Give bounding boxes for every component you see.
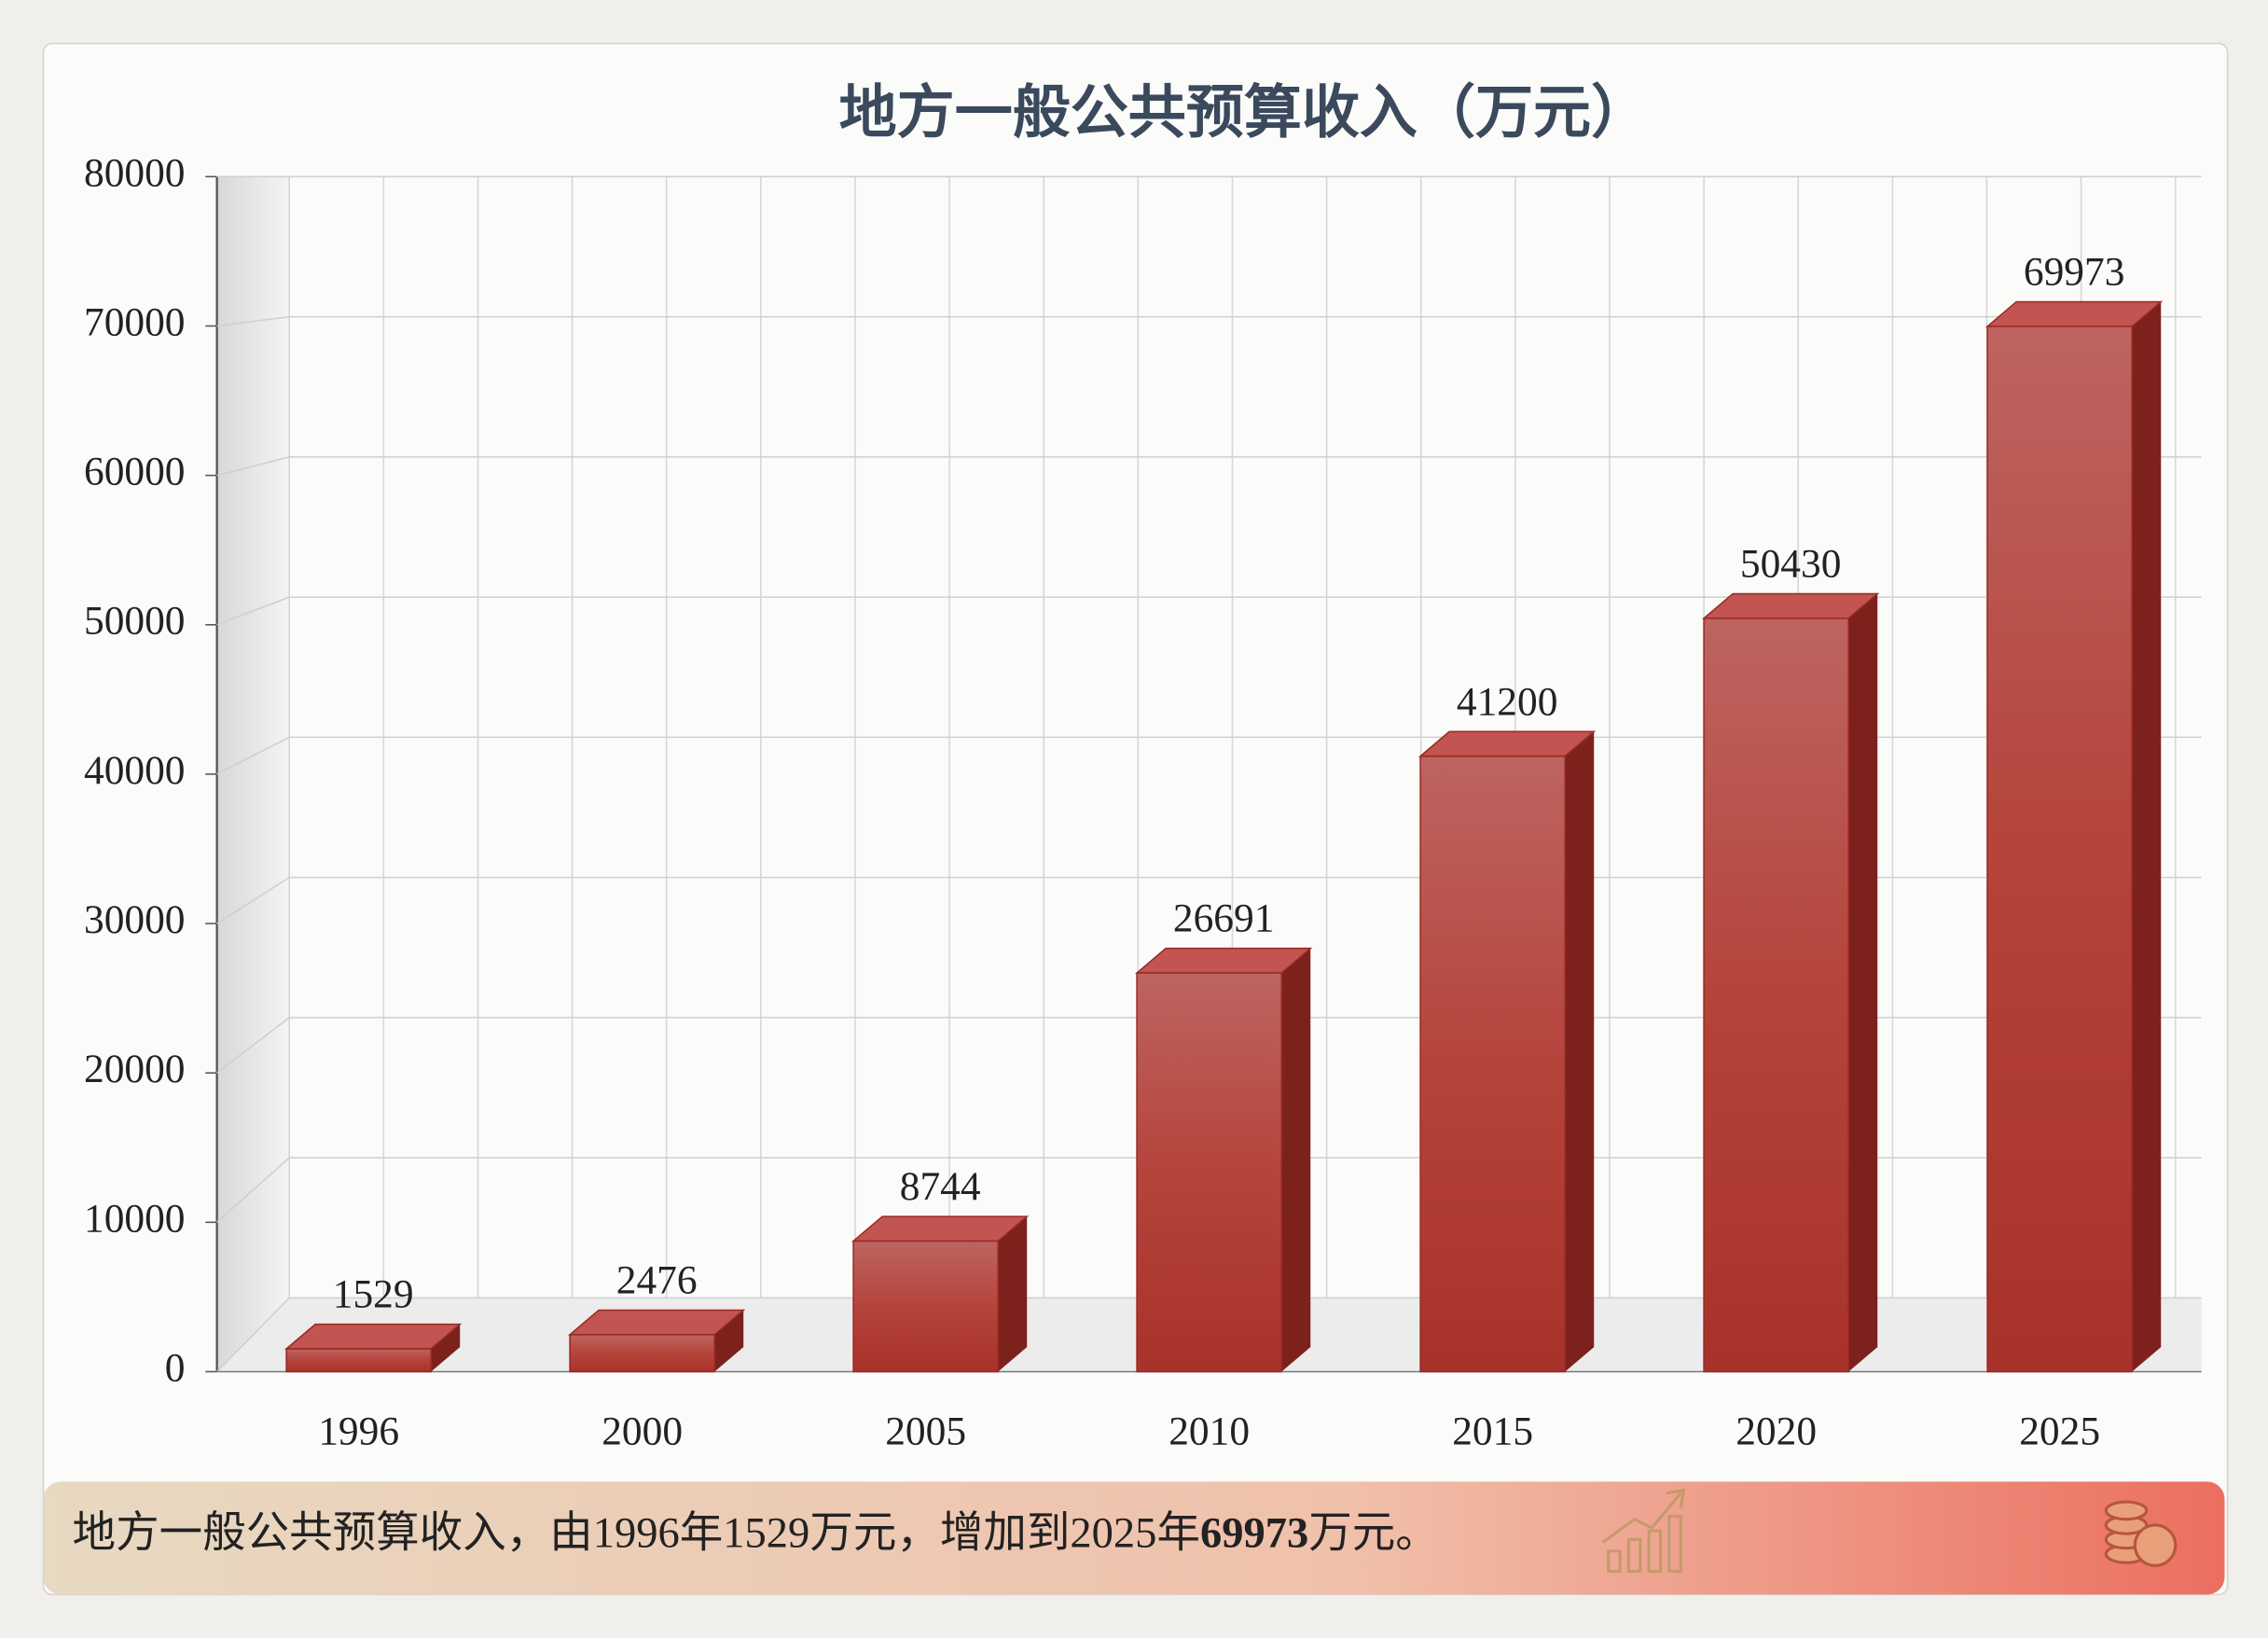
y-tick-label: 20000	[84, 1047, 186, 1091]
grid-line	[216, 596, 290, 626]
bar	[1419, 755, 1566, 1373]
x-tick-label: 2010	[1169, 1409, 1250, 1454]
grid-line	[216, 1297, 290, 1373]
value-label: 2476	[616, 1258, 698, 1303]
bar	[1703, 618, 1849, 1373]
bar	[1986, 326, 2133, 1373]
bar-top	[1984, 300, 2164, 327]
bar-top	[1701, 592, 1880, 619]
x-tick-label: 1996	[318, 1409, 399, 1454]
value-label: 41200	[1457, 679, 1558, 724]
caption: 地方一般公共预算收入，由1996年1529万元，增加到2025年69973万元。	[73, 1509, 1439, 1557]
bar-side	[1848, 593, 1878, 1372]
grid-line	[216, 1157, 290, 1223]
value-label: 1529	[333, 1272, 414, 1317]
x-tick-label: 2020	[1736, 1409, 1817, 1454]
bar-side	[2132, 301, 2162, 1372]
bar-side	[998, 1216, 1028, 1372]
y-tick-label: 50000	[84, 599, 186, 644]
grid-line	[216, 315, 290, 327]
bar-side	[1565, 731, 1595, 1372]
value-label: 69973	[2024, 250, 2125, 295]
bar-top	[567, 1309, 746, 1336]
grid-line	[216, 456, 290, 477]
bar-side	[1281, 948, 1311, 1372]
side-wall	[216, 176, 290, 1372]
bar-top	[284, 1323, 463, 1350]
y-tick-label: 10000	[84, 1196, 186, 1241]
bar-top	[1418, 730, 1597, 757]
caption-part: 万元。	[1308, 1509, 1439, 1557]
x-tick-label: 2005	[885, 1409, 966, 1454]
y-tick-label: 60000	[84, 450, 186, 494]
bar-top	[850, 1215, 1030, 1242]
chart-title: 地方一般公共预算收入（万元）	[839, 80, 1649, 146]
grid-line	[216, 736, 290, 775]
bar-top	[1134, 947, 1313, 974]
grid-line	[216, 1017, 290, 1074]
value-label: 26691	[1173, 896, 1275, 941]
coin-icon	[2104, 1500, 2178, 1567]
growth-icon	[1601, 1488, 1686, 1574]
y-tick-label: 0	[165, 1345, 186, 1390]
value-label: 8744	[900, 1164, 981, 1209]
caption-part: 地方一般公共预算收入，由1996年1529万元，增加到2025年	[73, 1509, 1200, 1557]
bar	[1136, 972, 1282, 1373]
grid-line	[216, 876, 290, 924]
bar	[569, 1334, 715, 1373]
value-label: 50430	[1740, 542, 1842, 587]
y-tick-label: 30000	[84, 897, 186, 942]
y-tick-label: 70000	[84, 299, 186, 344]
x-tick-label: 2025	[2019, 1409, 2100, 1454]
bar-side	[431, 1324, 461, 1372]
bar	[285, 1348, 432, 1373]
bar	[852, 1240, 999, 1373]
y-tick-label: 80000	[84, 150, 186, 195]
caption-part: 69973	[1200, 1509, 1308, 1557]
bar-side	[714, 1310, 744, 1372]
x-tick-label: 2000	[602, 1409, 683, 1454]
x-tick-label: 2015	[1452, 1409, 1533, 1454]
y-tick-label: 40000	[84, 748, 186, 793]
